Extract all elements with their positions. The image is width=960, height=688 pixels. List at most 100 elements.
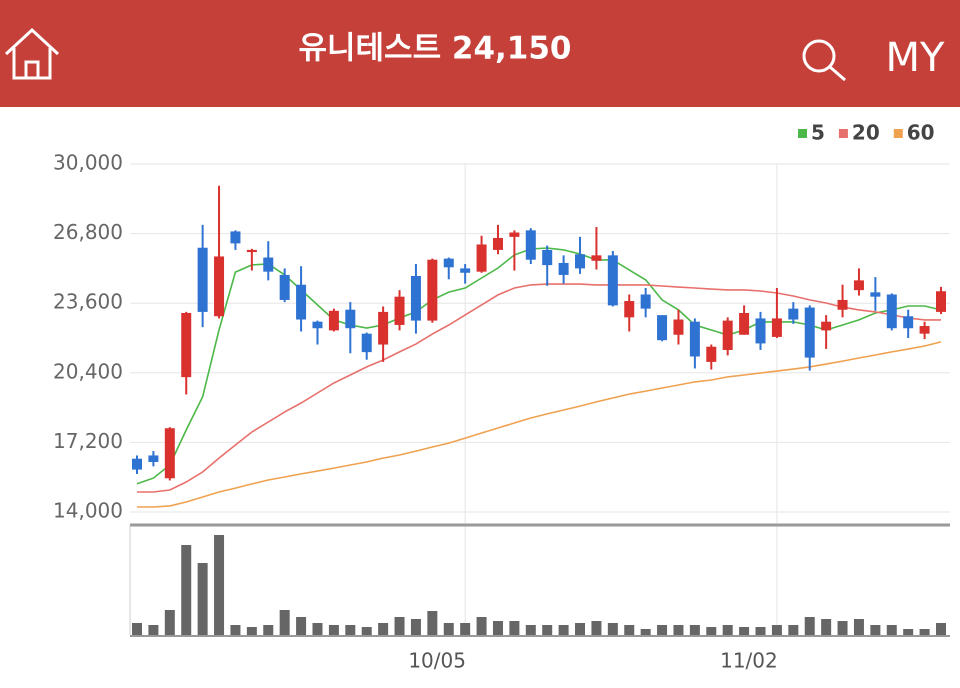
candle-body	[706, 346, 717, 362]
candle-body	[296, 284, 307, 320]
volume-bar	[476, 617, 487, 635]
volume-bar	[771, 625, 782, 635]
candle-body	[312, 321, 323, 329]
candle-body	[673, 319, 684, 335]
candle-body	[542, 249, 553, 266]
candle-body	[197, 247, 208, 312]
y-tick-label: 17,200	[53, 429, 123, 453]
volume-bar	[509, 621, 520, 635]
legend-label: 60	[907, 121, 935, 145]
home-icon-roof	[4, 27, 60, 56]
candle-body	[164, 428, 175, 479]
candle-body	[591, 255, 602, 261]
y-tick-label: 14,000	[53, 499, 123, 523]
header-title: 유니테스트 24,150	[298, 31, 571, 67]
volume-bar	[410, 619, 421, 635]
candle-body	[427, 259, 438, 321]
volume-bar	[394, 617, 405, 635]
y-tick-label: 23,600	[53, 290, 123, 314]
legend-swatch	[893, 129, 903, 138]
search-button[interactable]	[802, 39, 846, 82]
volume-bar	[706, 627, 717, 635]
x-tick-label: 10/05	[408, 649, 466, 673]
volume-bar	[296, 617, 307, 635]
volume-bar	[804, 617, 815, 635]
ma-line	[137, 283, 941, 493]
candle-body	[410, 276, 421, 321]
candle-body	[509, 232, 520, 237]
y-tick-label: 30,000	[53, 151, 123, 175]
candle-body	[132, 458, 142, 470]
candle-body	[575, 254, 586, 269]
volume-bar	[886, 625, 897, 635]
volume-bar	[312, 623, 323, 635]
volume-bar	[246, 627, 257, 635]
home-icon-body	[12, 48, 52, 80]
y-tick-label: 20,400	[53, 359, 123, 383]
candle-body	[230, 231, 241, 244]
candle-body	[903, 316, 914, 329]
candle-body	[657, 315, 668, 341]
candle-body	[640, 294, 651, 309]
volume-bar	[919, 629, 930, 635]
volume-bar	[755, 627, 766, 635]
volume-bar	[197, 563, 208, 635]
volume-bar	[591, 621, 602, 635]
volume-bar	[132, 623, 142, 635]
my-menu[interactable]: MY	[886, 35, 946, 81]
legend-swatch	[798, 129, 807, 138]
candle-body	[361, 333, 372, 353]
volume-bar	[575, 623, 586, 635]
home-button[interactable]	[4, 27, 60, 80]
volume-bar	[279, 610, 290, 635]
volume-bar	[657, 625, 668, 635]
volume-bar	[378, 623, 389, 635]
candle-body	[214, 256, 225, 317]
volume-bar	[164, 610, 175, 635]
candle-body	[755, 318, 766, 344]
volume-bar	[624, 625, 635, 635]
volume-bar	[640, 629, 651, 635]
plot-area: 14,000 17,200 20,400 23,600 26,800 30,000 10/0…	[53, 121, 950, 673]
candle-body	[788, 308, 799, 320]
volume-bar	[722, 625, 733, 635]
volume-bar	[148, 625, 159, 635]
volume-bar	[853, 619, 864, 635]
candle-body	[492, 237, 503, 250]
volume-bar	[525, 625, 536, 635]
candle-body	[624, 301, 635, 318]
candle-body	[607, 255, 618, 306]
candle-body	[870, 292, 881, 297]
volume-bar	[492, 621, 503, 635]
candle-body	[378, 311, 389, 345]
volume-bar	[788, 625, 799, 635]
search-icon-lens	[802, 39, 836, 73]
volume-bar	[460, 623, 471, 635]
volume-bar	[427, 611, 438, 635]
volume-bar	[903, 629, 914, 635]
candle-body	[148, 455, 159, 462]
candle-body	[771, 318, 782, 337]
candle-body	[739, 312, 750, 335]
candle-body	[722, 320, 733, 350]
volume-bar	[542, 625, 553, 635]
legend-label: 20	[852, 121, 880, 145]
candle-body	[936, 291, 946, 312]
volume-bar	[739, 627, 750, 635]
volume-bar	[181, 545, 192, 635]
candle-body	[443, 258, 454, 268]
volume-bar	[558, 625, 569, 635]
volume-bar	[837, 621, 848, 635]
candle-body	[328, 310, 339, 331]
candle-body	[804, 307, 815, 358]
volume-bar	[607, 623, 618, 635]
volume-bar	[230, 625, 241, 635]
volume-bar	[328, 625, 339, 635]
candle-body	[279, 274, 290, 300]
candle-body	[919, 326, 930, 334]
candle-body	[525, 230, 536, 260]
candle-body	[460, 268, 471, 273]
volume-bar	[263, 625, 274, 635]
